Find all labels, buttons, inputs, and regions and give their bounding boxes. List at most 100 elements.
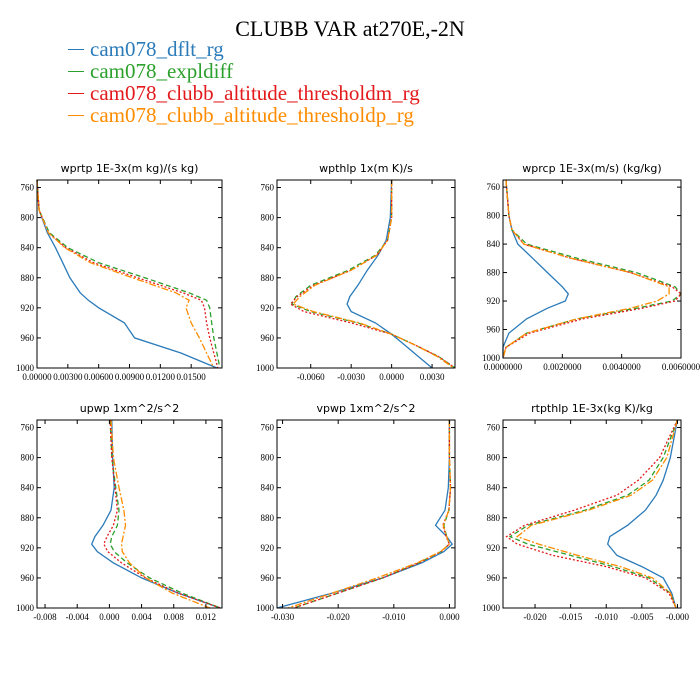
series-line-0: [36, 179, 218, 369]
legend-label-1: cam078_expldiff: [90, 59, 234, 83]
plot-frame: [276, 179, 456, 369]
y-tick-label: 800: [21, 213, 35, 223]
y-tick-label: 840: [487, 483, 501, 493]
legend-line-2: [68, 92, 84, 94]
x-tick-label: -0.0030: [337, 372, 365, 382]
series-line-3: [110, 419, 211, 609]
x-tick-label: 0.00300: [53, 372, 83, 382]
series-line-3: [502, 179, 670, 359]
series-line-3: [292, 180, 455, 369]
series-line-0: [502, 179, 570, 358]
series-line-3: [36, 179, 215, 369]
y-tick-label: 840: [487, 239, 501, 249]
x-tick-label: 0.0030: [420, 372, 445, 382]
y-tick-label: 920: [261, 543, 275, 553]
panel-3: upwp 1xm^2/s^27608008408809209601000-0.0…: [16, 402, 223, 622]
panel-title: wprtp 1E-3x(m kg)/(s kg): [61, 162, 199, 175]
x-tick-label: -0.010: [382, 612, 406, 622]
y-tick-label: 1000: [482, 353, 501, 363]
series-line-2: [289, 180, 456, 369]
y-tick-label: 800: [261, 453, 275, 463]
legend-item: cam078_clubb_altitude_thresholdm_rg: [68, 82, 420, 104]
x-tick-label: 0.000: [99, 612, 120, 622]
y-tick-label: 880: [261, 273, 275, 283]
x-tick-label: 0.00600: [84, 372, 114, 382]
panel-title: wpthlp 1x(m K)/s: [319, 162, 413, 175]
panel-title: rtpthlp 1E-3x(kg K)/kg: [531, 402, 653, 415]
y-tick-label: 800: [261, 213, 275, 223]
x-tick-label: 0.0020000: [543, 362, 582, 372]
y-tick-label: 880: [487, 513, 501, 523]
x-tick-label: 0.0040000: [603, 362, 642, 372]
y-tick-label: 840: [261, 483, 275, 493]
x-tick-label: 0.01500: [177, 372, 207, 382]
y-tick-label: 760: [21, 423, 35, 433]
y-tick-label: 760: [487, 423, 501, 433]
y-tick-label: 920: [21, 303, 35, 313]
series-line-2: [103, 419, 221, 609]
y-tick-label: 1000: [256, 603, 275, 613]
legend-item: cam078_clubb_altitude_thresholdp_rg: [68, 104, 420, 126]
y-tick-label: 920: [487, 296, 501, 306]
y-tick-label: 840: [21, 483, 35, 493]
series-line-1: [508, 419, 679, 609]
y-tick-label: 800: [21, 453, 35, 463]
x-tick-label: -0.010: [595, 612, 619, 622]
panel-0: wprtp 1E-3x(m kg)/(s kg) 760 800 840 880 920 9…: [16, 162, 223, 382]
panel-1: wpthlp 1x(m K)/s 760 800 840 880 920 960 1000 -0…: [256, 162, 456, 382]
x-tick-label: -0.030: [271, 612, 295, 622]
y-tick-label: 1000: [16, 603, 35, 613]
legend: cam078_dflt_rg cam078_expldiff cam078_cl…: [68, 38, 420, 126]
y-tick-label: 880: [261, 513, 275, 523]
figure-title: CLUBB VAR at270E,-2N: [235, 16, 465, 41]
x-tick-label: 0.008: [164, 612, 185, 622]
plot-frame: [36, 179, 223, 369]
x-tick-label: -0.015: [559, 612, 583, 622]
panel-title: vpwp 1xm^2/s^2: [316, 402, 415, 415]
panel-title: wprcp 1E-3x(m/s) (kg/kg): [522, 162, 661, 175]
legend-label-2: cam078_clubb_altitude_thresholdm_rg: [90, 81, 420, 105]
series-line-2: [505, 419, 678, 609]
x-tick-label: 0.000: [439, 612, 460, 622]
series-line-0: [606, 419, 679, 609]
y-tick-label: 760: [261, 423, 275, 433]
series-line-1: [109, 419, 221, 609]
x-tick-label: 0.004: [131, 612, 152, 622]
legend-label-0: cam078_dflt_rg: [90, 37, 224, 61]
series-line-1: [502, 179, 682, 359]
plot-frame: [276, 419, 456, 609]
x-tick-label: -0.0060: [297, 372, 325, 382]
legend-line-3: [68, 114, 84, 116]
y-tick-label: 800: [487, 453, 501, 463]
x-tick-label: -0.008: [33, 612, 57, 622]
x-tick-label: 0.0060000: [662, 362, 700, 372]
x-tick-label: 0.01200: [146, 372, 176, 382]
y-tick-label: 960: [487, 573, 501, 583]
x-tick-label: 0.0000000: [484, 362, 523, 372]
series-line-2: [36, 179, 219, 369]
y-tick-label: 1000: [482, 603, 501, 613]
x-tick-label: -0.020: [327, 612, 351, 622]
y-tick-label: 920: [261, 303, 275, 313]
plot-frame: [502, 419, 682, 609]
x-tick-label: -0.000: [666, 612, 690, 622]
series-line-0: [346, 179, 433, 369]
x-tick-label: 0.00000: [22, 372, 52, 382]
x-tick-label: 0.00900: [115, 372, 145, 382]
x-tick-label: -0.005: [630, 612, 654, 622]
legend-line-0: [68, 48, 84, 50]
y-tick-label: 760: [261, 183, 275, 193]
x-tick-label: -0.020: [523, 612, 547, 622]
y-tick-label: 920: [21, 543, 35, 553]
x-tick-label: -0.004: [66, 612, 90, 622]
y-tick-label: 760: [487, 182, 501, 192]
panel-5: rtpthlp 1E-3x(kg K)/kg 760 800 840 880 920 960…: [482, 402, 690, 622]
y-tick-label: 920: [487, 543, 501, 553]
y-tick-label: 840: [261, 243, 275, 253]
y-tick-label: 880: [487, 268, 501, 278]
plot-frame: [502, 179, 682, 359]
panel-2: wprcp 1E-3x(m/s) (kg/kg) 760 800 840 880 920 9…: [482, 162, 700, 372]
series-line-1: [290, 180, 456, 369]
series-line-3: [287, 420, 452, 609]
